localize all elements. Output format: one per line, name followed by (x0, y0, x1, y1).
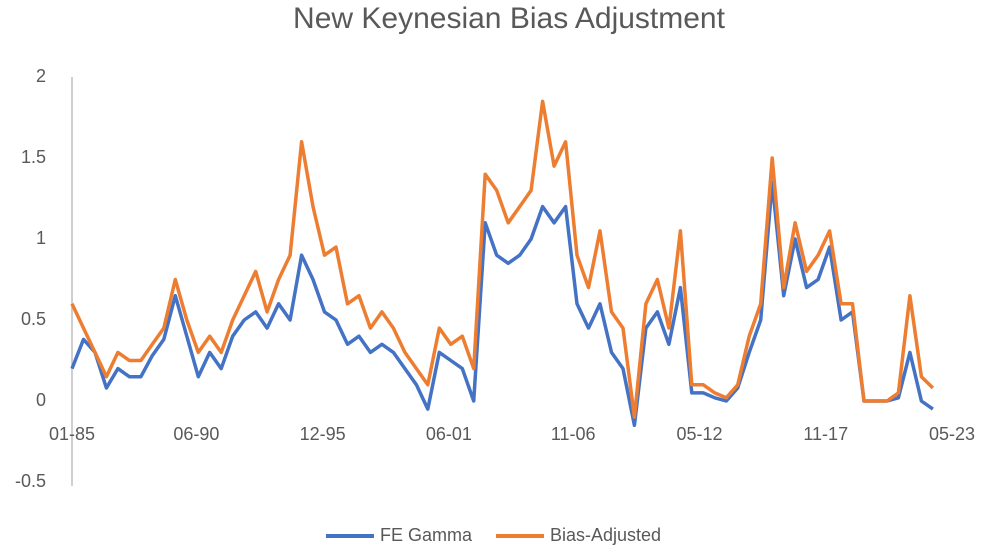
legend-label: FE Gamma (380, 525, 473, 545)
y-tick-label: 1 (36, 228, 46, 248)
line-series (70, 180, 934, 428)
x-tick-label: 12-95 (300, 424, 346, 444)
line-series (70, 99, 935, 419)
y-tick-label: -0.5 (15, 471, 46, 491)
x-tick-label: 06-01 (426, 424, 472, 444)
x-tick-label: 06-90 (173, 424, 219, 444)
y-tick-label: 1.5 (21, 147, 46, 167)
x-tick-label: 11-06 (551, 424, 596, 444)
legend-label: Bias-Adjusted (550, 525, 661, 545)
chart-title: New Keynesian Bias Adjustment (293, 2, 726, 35)
y-tick-label: 2 (36, 66, 46, 86)
x-tick-label: 01-85 (49, 424, 95, 444)
x-tick-label: 05-23 (929, 424, 975, 444)
x-tick-label: 11-17 (803, 424, 848, 444)
y-tick-label: 0.5 (21, 309, 46, 329)
x-tick-label: 05-12 (676, 424, 722, 444)
y-tick-label: 0 (36, 390, 46, 410)
